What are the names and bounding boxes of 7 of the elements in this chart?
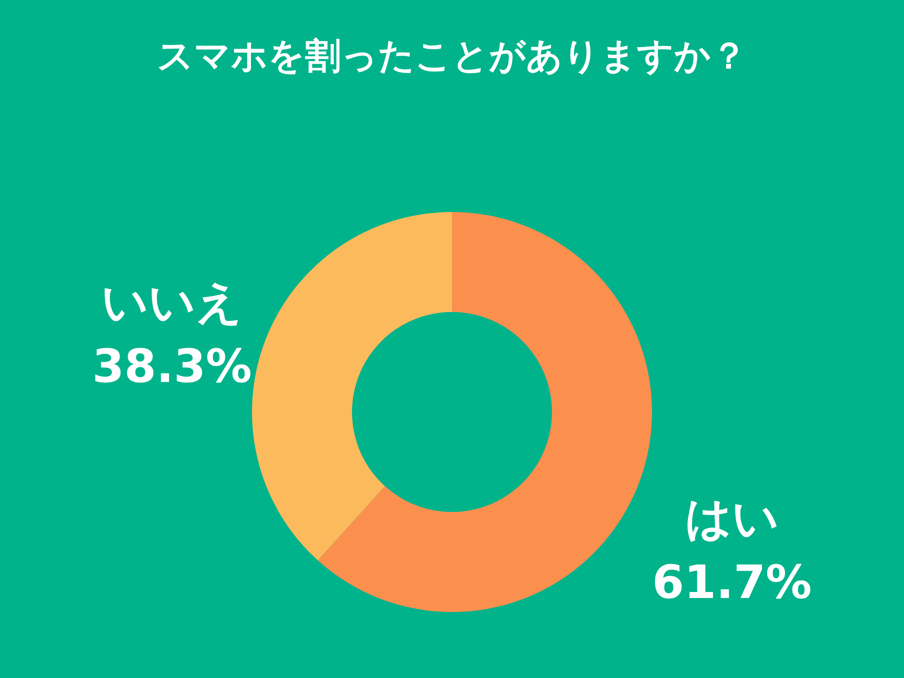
donut-slice: [252, 212, 452, 560]
slice-label: はい: [684, 490, 779, 545]
slice-label: いいえ: [102, 275, 243, 330]
data-label: 38.3%: [92, 339, 252, 394]
donut-slice: [318, 212, 652, 612]
chart-title: スマホを割ったことがありますか？: [157, 36, 747, 77]
data-label: 61.7%: [652, 554, 812, 609]
